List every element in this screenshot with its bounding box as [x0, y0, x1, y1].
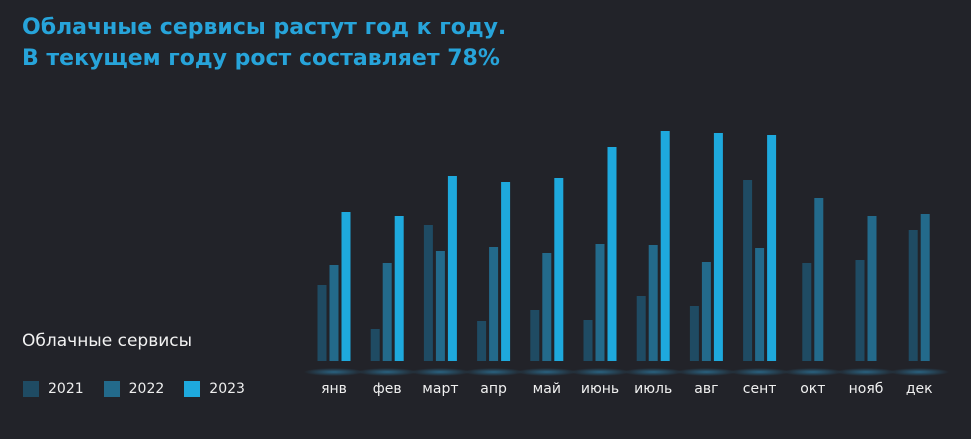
bar-2022-4 — [542, 253, 552, 361]
x-tick-label: дек — [906, 381, 933, 397]
x-tick-label: янв — [321, 381, 347, 397]
bar-2022-2 — [435, 251, 445, 361]
title-line-1: Облачные сервисы растут год к году. — [22, 15, 507, 40]
bar-2022-11 — [920, 214, 930, 361]
bar-2022-3 — [489, 247, 499, 361]
x-tick-label: сент — [743, 381, 777, 397]
bar-2021-0 — [317, 285, 327, 361]
legend-label: 2022 — [128, 381, 165, 397]
bar-2022-9 — [814, 198, 824, 361]
legend-item-2021: 2021 — [23, 381, 84, 397]
x-tick-label: май — [533, 381, 561, 397]
title-line-2: В текущем году рост составляет 78% — [22, 46, 500, 71]
chart-title: Облачные сервисы растут год к году. В те… — [22, 12, 506, 74]
bar-glow — [410, 368, 471, 376]
legend-title: Облачные сервисы — [22, 331, 193, 351]
bar-glow — [357, 368, 418, 376]
bar-2021-10 — [855, 260, 865, 361]
legend-item-2023: 2023 — [184, 381, 245, 397]
bar-2022-0 — [329, 265, 339, 361]
bar-glow — [889, 368, 950, 376]
bar-glow — [304, 368, 364, 376]
bar-2023-5 — [607, 147, 617, 361]
x-tick-label: авг — [694, 381, 718, 397]
bar-2022-6 — [648, 245, 658, 361]
bar-glow — [516, 368, 577, 376]
bar-2023-2 — [447, 176, 457, 361]
x-tick-label: окт — [800, 381, 825, 397]
x-tick-label: март — [422, 381, 458, 397]
legend-swatch-2022 — [103, 381, 120, 397]
bar-glow — [570, 368, 630, 376]
bar-2021-2 — [423, 225, 433, 361]
bar-2022-5 — [595, 244, 605, 361]
bar-2023-3 — [501, 182, 511, 361]
bar-2023-1 — [394, 216, 404, 361]
x-tick-label: июль — [634, 381, 672, 397]
bar-2021-4 — [530, 310, 540, 361]
bar-2022-1 — [382, 263, 392, 361]
legend-label: 2023 — [209, 381, 245, 397]
bar-glow — [676, 368, 737, 376]
bar-2021-7 — [689, 306, 699, 361]
x-tick-label: фев — [373, 381, 402, 397]
bar-2023-0 — [341, 212, 351, 361]
legend-swatch-2023 — [184, 381, 201, 397]
bar-2022-7 — [701, 262, 711, 361]
bar-2021-5 — [583, 320, 593, 361]
bar-2023-7 — [713, 133, 723, 361]
x-tick-label: июнь — [581, 381, 619, 397]
bar-2023-4 — [554, 178, 564, 361]
bar-2022-10 — [867, 216, 877, 361]
legend-swatch-2021 — [23, 381, 39, 397]
bar-2021-8 — [743, 180, 753, 361]
legend: 2021 2022 2023 — [23, 381, 265, 397]
bar-2021-1 — [370, 329, 380, 361]
bar-glow — [729, 368, 790, 376]
bar-2023-6 — [660, 131, 670, 361]
bar-glow — [623, 368, 684, 376]
bar-2021-6 — [636, 296, 646, 361]
bar-glow — [463, 368, 524, 376]
bar-glow — [836, 368, 896, 376]
bar-2023-8 — [767, 135, 777, 361]
bar-2021-3 — [477, 321, 487, 361]
x-tick-label: нояб — [849, 381, 884, 397]
bar-2021-9 — [802, 263, 812, 361]
bar-2021-11 — [908, 230, 918, 361]
x-tick-label: апр — [480, 381, 507, 397]
bar-2022-8 — [755, 248, 765, 361]
legend-item-2022: 2022 — [103, 381, 165, 397]
legend-label: 2021 — [48, 381, 84, 397]
bar-glow — [782, 368, 843, 376]
